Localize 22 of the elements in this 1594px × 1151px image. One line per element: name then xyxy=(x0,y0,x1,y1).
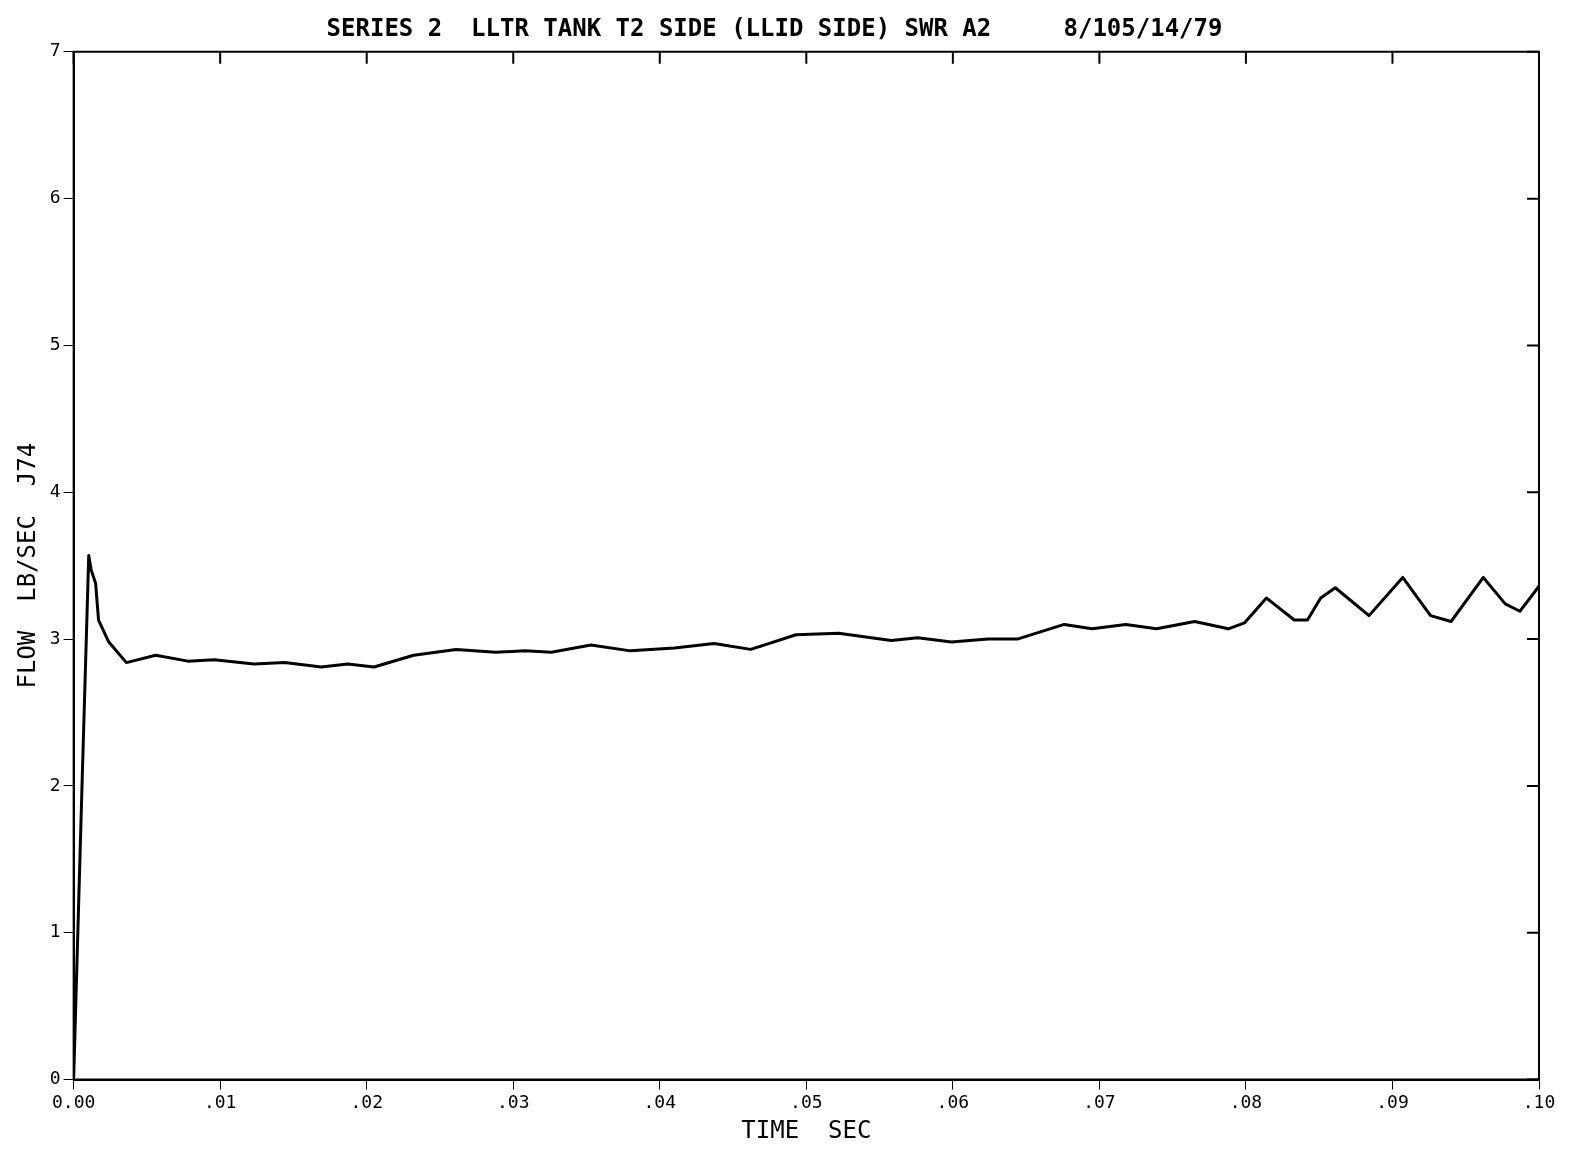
y-tick-label: 2 xyxy=(49,773,61,795)
x-tick-label: .03 xyxy=(496,1091,530,1113)
y-tick-label: 4 xyxy=(49,479,61,501)
x-tick-label: .02 xyxy=(350,1091,383,1113)
x-tick-label: .04 xyxy=(643,1091,677,1113)
y-tick-label: 1 xyxy=(49,920,61,942)
x-tick-label: 0.00 xyxy=(51,1091,96,1113)
x-tick-label: .07 xyxy=(1083,1091,1116,1113)
y-tick-label: 3 xyxy=(49,626,61,648)
x-tick-label: .06 xyxy=(936,1091,970,1113)
x-tick-label: .05 xyxy=(790,1091,823,1113)
x-axis-title: TIME SEC xyxy=(741,1115,872,1144)
y-tick-label: 7 xyxy=(49,39,61,61)
y-axis-title: FLOW LB/SEC J74 xyxy=(12,442,41,689)
x-tick-label: .10 xyxy=(1522,1091,1556,1113)
chart-title: SERIES 2 LLTR TANK T2 SIDE (LLID SIDE) SWR A2 8/105/14/79 xyxy=(326,13,1223,42)
x-tick-label: .09 xyxy=(1376,1091,1409,1113)
y-tick-label: 0 xyxy=(49,1067,61,1089)
y-tick-label: 5 xyxy=(49,333,61,355)
y-tick-label: 6 xyxy=(49,186,61,208)
x-tick-label: .08 xyxy=(1229,1091,1263,1113)
x-tick-label: .01 xyxy=(203,1091,237,1113)
